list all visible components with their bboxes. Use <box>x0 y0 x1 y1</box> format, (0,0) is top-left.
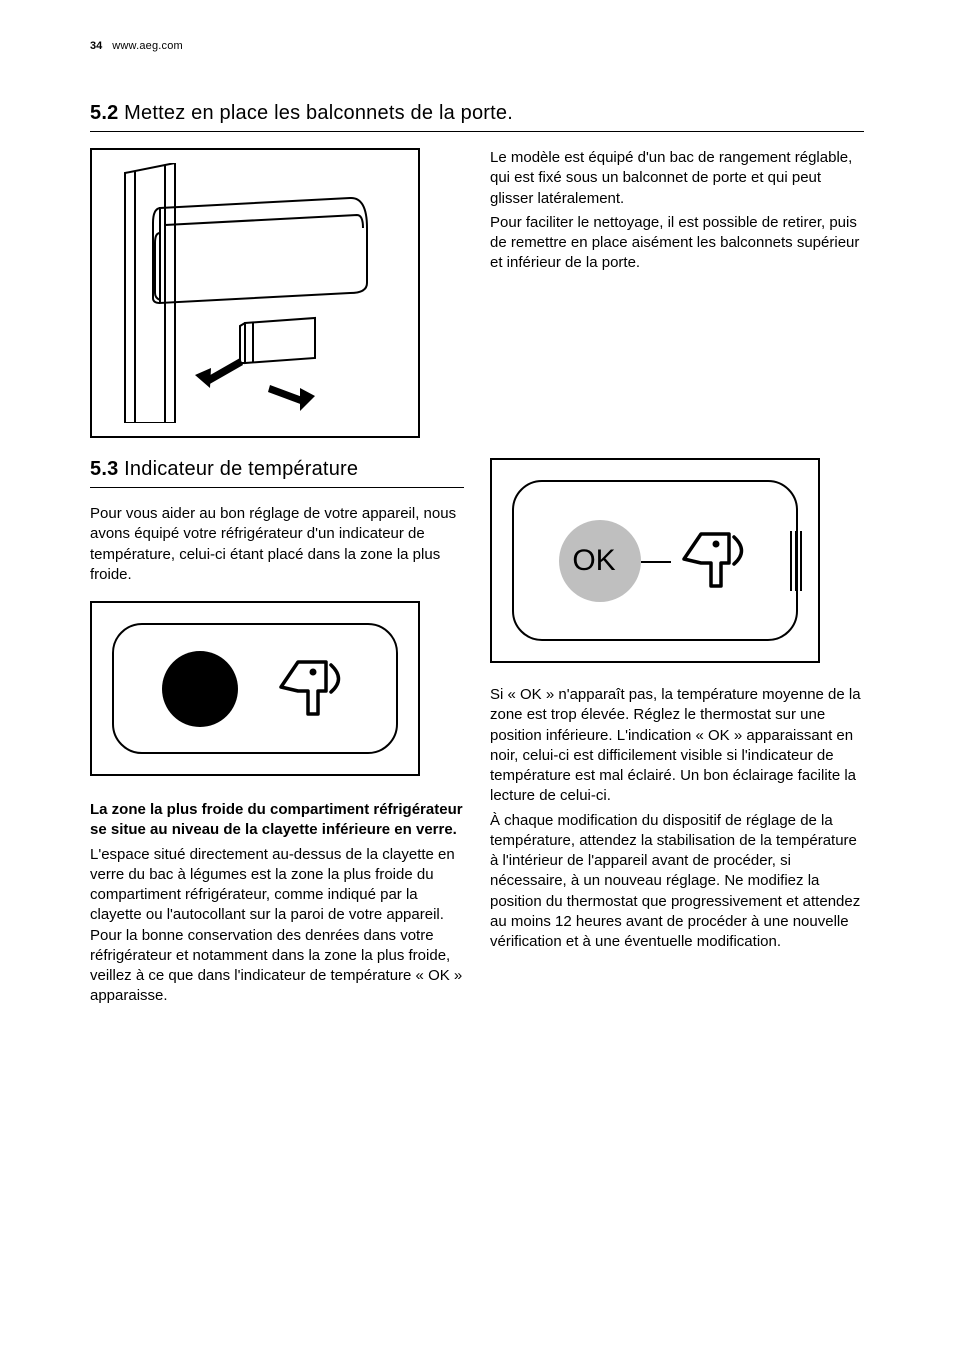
section-52-para2: Pour faciliter le nettoyage, il est poss… <box>490 213 864 274</box>
section-52-number: 5.2 <box>90 102 118 124</box>
section-53-columns: 5.3 Indicateur de température Pour vous … <box>90 458 864 1011</box>
side-bars-icon <box>790 531 802 591</box>
section-rule <box>90 487 464 488</box>
indicator-black-figure <box>90 601 420 776</box>
ok-circle: OK <box>559 520 641 602</box>
section-52-para1: Le modèle est équipé d'un bac de rangeme… <box>490 148 864 209</box>
section-53-number: 5.3 <box>90 458 118 480</box>
section-53-right-para1: Si « OK » n'apparaît pas, la température… <box>490 685 864 807</box>
page-header: 34 www.aeg.com <box>90 40 864 52</box>
section-53-heading: 5.3 Indicateur de température <box>90 458 464 481</box>
door-shelf-illustration <box>105 163 405 423</box>
indicator-ok-inner: OK <box>512 480 798 641</box>
thumbs-down-icon <box>681 531 751 591</box>
section-53-left-para: L'espace situé directement au-dessus de … <box>90 845 464 1007</box>
section-53-right-para2: À chaque modification du dispositif de r… <box>490 811 864 953</box>
section-53-left-col: 5.3 Indicateur de température Pour vous … <box>90 458 464 1011</box>
page-container: 34 www.aeg.com 5.2 Mettez en place les b… <box>0 0 954 1051</box>
section-rule <box>90 131 864 132</box>
black-circle-icon <box>162 651 238 727</box>
section-53-title: Indicateur de température <box>124 458 358 480</box>
section-53-right-col: OK Si « OK » n'apparaît pas, la températ… <box>490 458 864 956</box>
section-52-left-col <box>90 148 464 452</box>
door-shelf-figure <box>90 148 420 438</box>
indicator-ok-figure: OK <box>490 458 820 663</box>
section-52-columns: Le modèle est équipé d'un bac de rangeme… <box>90 148 864 452</box>
indicator-black-inner <box>112 623 398 754</box>
ok-label: OK <box>572 544 615 578</box>
section-52-right-col: Le modèle est équipé d'un bac de rangeme… <box>490 148 864 278</box>
ok-pointer-line <box>641 561 671 563</box>
section-52-heading: 5.2 Mettez en place les balconnets de la… <box>90 102 864 125</box>
section-52-title: Mettez en place les balconnets de la por… <box>124 102 513 124</box>
header-url: www.aeg.com <box>112 40 183 52</box>
section-53-intro: Pour vous aider au bon réglage de votre … <box>90 504 464 585</box>
page-number: 34 <box>90 40 102 52</box>
thumbs-down-icon <box>278 659 348 719</box>
section-53-bold-note: La zone la plus froide du compartiment r… <box>90 800 464 841</box>
